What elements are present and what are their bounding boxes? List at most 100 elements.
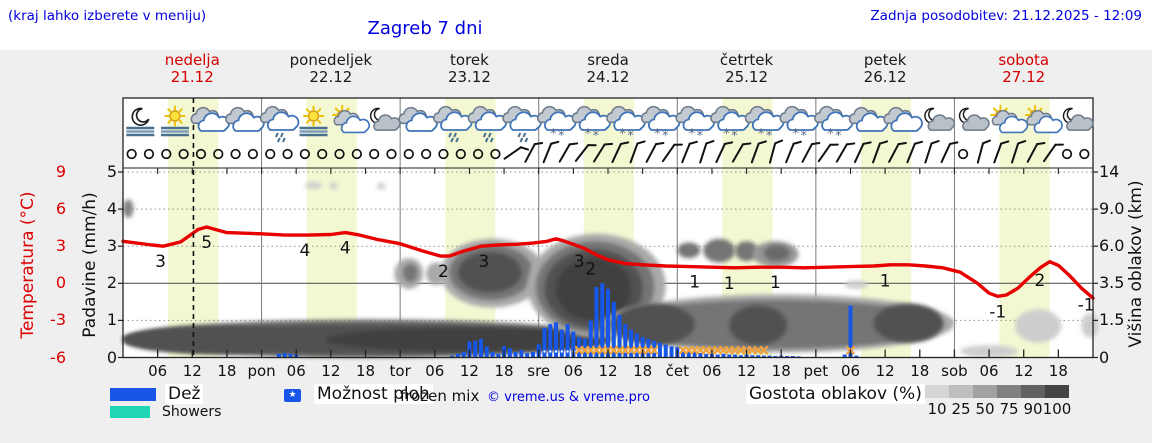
time-axis-label: 18 — [633, 362, 653, 380]
shower-possible-dot — [560, 350, 564, 353]
precip-tick-label: 1 — [106, 310, 117, 330]
temperature-value-label: 2 — [438, 262, 449, 282]
wind-barb-icon — [835, 142, 856, 163]
calm-wind-icon — [247, 148, 259, 160]
cloud-snow-icon: * * — [744, 105, 785, 144]
cloud-density-tick-label: 25 — [951, 400, 971, 418]
precip-bar — [686, 350, 691, 358]
temperature-value-label: 1 — [770, 273, 781, 293]
time-axis-label: pet — [803, 362, 829, 380]
time-axis-label: 18 — [355, 362, 376, 380]
day-header-petek: petek 26.12 — [863, 51, 907, 86]
cloud-density-swatch — [997, 385, 1021, 398]
last-update-text: Zadnja posodobitev: 21.12.2025 - 12:09 — [870, 8, 1142, 24]
time-axis-label: 12 — [1014, 362, 1034, 380]
precip-bar — [490, 351, 495, 358]
wind-barb-icon — [699, 140, 715, 164]
precip-bar — [669, 346, 674, 358]
precip-bar — [842, 354, 847, 358]
calm-wind-icon — [317, 148, 328, 160]
time-axis-label: 12 — [598, 362, 618, 380]
cloud-blob — [1015, 309, 1062, 343]
wind-barb-icon — [906, 140, 924, 164]
clouds-icon — [190, 106, 231, 132]
cloud-blob — [123, 326, 297, 354]
svg-text:*: * — [593, 129, 600, 144]
time-axis-label: 18 — [1048, 362, 1068, 380]
cloud-drizzle-icon — [502, 105, 542, 143]
temperature-value-label: -1 — [1078, 295, 1095, 315]
precip-tick-label: 2 — [106, 273, 117, 293]
temp-tick-label: -6 — [50, 347, 66, 367]
svg-text:*: * — [558, 129, 565, 144]
temp-tick-label: 6 — [55, 199, 66, 219]
precip-bar — [761, 355, 766, 358]
temperature-value-label: 1 — [880, 271, 891, 291]
wind-barb-icon — [853, 141, 872, 164]
moon-cloud-icon — [1062, 107, 1094, 131]
clouds-icon — [848, 106, 889, 132]
svg-text:*: * — [793, 127, 800, 142]
svg-text:*: * — [766, 129, 773, 144]
clouds-icon — [225, 106, 265, 132]
cloud-blob — [1081, 312, 1099, 338]
copyright-link[interactable]: © vreme.us & vreme.pro — [487, 390, 650, 405]
calm-wind-icon — [178, 148, 189, 160]
shower-possible-dot — [566, 350, 569, 353]
cloud-snow-icon: * * — [814, 105, 854, 144]
temperature-value-label: 3 — [155, 252, 166, 272]
wind-barb-icon — [593, 142, 614, 163]
calm-wind-icon — [490, 148, 501, 160]
precip-bar — [704, 353, 709, 358]
svg-text:*: * — [585, 127, 592, 142]
precip-bar — [790, 356, 795, 358]
cloud-blob — [763, 244, 790, 262]
cloud-density-tick-label: 90 — [1023, 400, 1043, 418]
wind-barb-icon — [503, 146, 530, 160]
time-axis-label: 18 — [494, 362, 514, 380]
precip-bar — [582, 338, 587, 358]
precip-bar — [565, 324, 570, 358]
wind-barb-icon — [750, 140, 767, 164]
svg-text:*: * — [835, 129, 842, 144]
cloud-density-tick-label: 75 — [999, 400, 1019, 418]
cloud-drizzle-icon — [259, 105, 300, 143]
temp-tick-label: 0 — [55, 273, 66, 293]
temperature-value-label: 2 — [585, 260, 596, 280]
precip-bar — [727, 354, 732, 358]
precip-bar — [554, 322, 559, 358]
precip-bar — [571, 331, 576, 358]
time-axis-label: 12 — [737, 362, 757, 380]
precip-bar — [767, 355, 772, 358]
precip-bar — [600, 283, 605, 358]
svg-text:*: * — [662, 129, 669, 144]
wind-barb-icon — [574, 144, 597, 162]
time-axis-label: 06 — [979, 362, 999, 380]
time-axis-label: 12 — [321, 362, 341, 380]
wind-barb-icon — [768, 139, 784, 164]
shower-possible-dot — [549, 350, 552, 353]
wind-barb-icon — [1026, 142, 1046, 163]
precip-bar — [629, 329, 634, 358]
wind-barb-icon — [524, 142, 544, 163]
time-axis-label: sob — [941, 362, 968, 380]
cloud-blob — [613, 303, 695, 346]
cloud-blob — [329, 182, 338, 190]
time-axis-label: čet — [665, 362, 689, 380]
precip-bar — [542, 327, 547, 358]
temperature-value-label: 3 — [574, 252, 585, 272]
precip-bar — [773, 356, 778, 358]
calm-wind-icon — [455, 148, 466, 160]
sun-cloud-icon — [990, 104, 1029, 134]
moon-cloud-icon — [924, 107, 956, 131]
temperature-value-label: 2 — [1034, 271, 1045, 291]
location-hint: (kraj lahko izberete v meniju) — [8, 8, 207, 24]
cloud-blob — [403, 264, 418, 282]
time-axis-label: 06 — [148, 362, 168, 380]
precip-bar — [507, 348, 512, 358]
time-axis-label: 18 — [217, 362, 237, 380]
precip-bar — [606, 288, 610, 358]
cloud-density-swatch — [973, 385, 997, 398]
precip-bar — [692, 351, 697, 358]
cloud-snow-icon: * * — [606, 105, 646, 144]
